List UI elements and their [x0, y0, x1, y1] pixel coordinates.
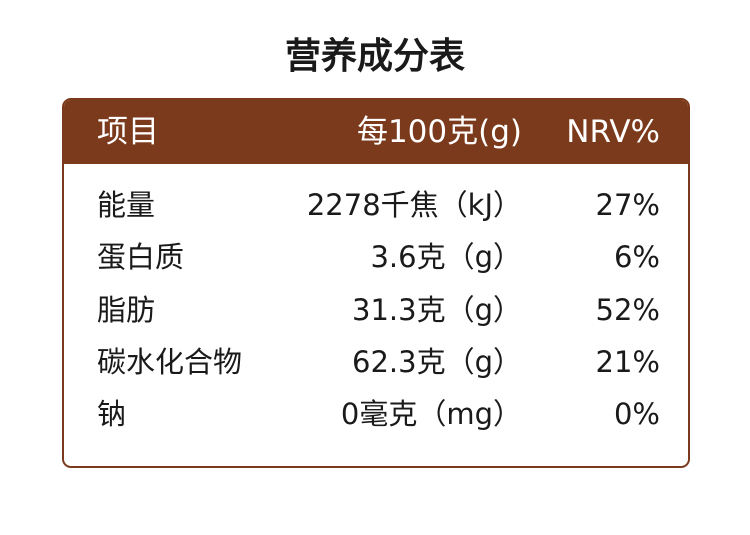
- table-header: 项目 每100克(g) NRV%: [64, 100, 688, 164]
- header-cell: 项目: [97, 114, 159, 150]
- table-cell: 脂肪: [97, 292, 156, 327]
- table-cell: 6%: [613, 240, 660, 275]
- table-title: 营养成分表: [284, 36, 465, 77]
- table-cell: 碳水化合物: [97, 344, 243, 379]
- table-cell: 蛋白质: [97, 240, 185, 275]
- table-cell: 31.3克（g）: [352, 292, 522, 327]
- nutrition-table: 项目 每100克(g) NRV% 能量 2278千焦（kJ） 27% 蛋白质 3.6克（g）…: [62, 98, 690, 468]
- header-cell: 每100克(g): [356, 114, 522, 150]
- table-cell: 21%: [595, 344, 660, 379]
- table-cell: 0毫克（mg）: [340, 397, 522, 432]
- table-cell: 钠: [97, 397, 127, 432]
- table-cell: 62.3克（g）: [352, 344, 522, 379]
- table-cell: 0%: [613, 397, 660, 432]
- table-cell: 52%: [595, 292, 660, 327]
- table-cell: 2278千焦（kJ）: [306, 188, 522, 222]
- table-cell: 27%: [595, 188, 660, 222]
- table-cell: 3.6克（g）: [370, 240, 522, 275]
- header-cell: NRV%: [566, 114, 660, 150]
- table-cell: 能量: [97, 188, 156, 222]
